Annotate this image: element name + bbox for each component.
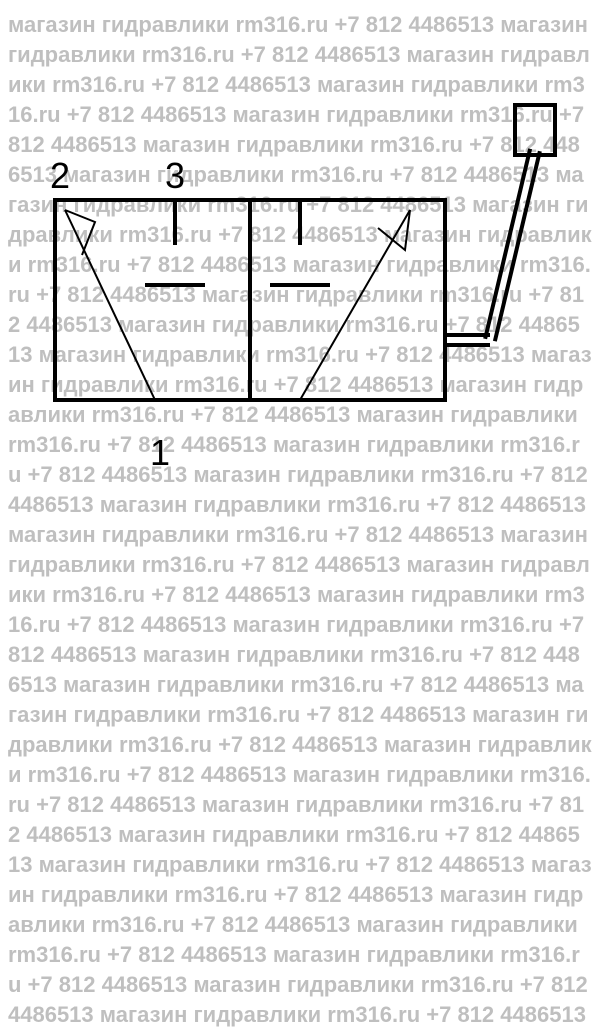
left-arrow-shaft (65, 210, 155, 400)
right-arrow-shaft (300, 210, 410, 400)
port-label-1: 1 (150, 432, 170, 474)
valve-schematic (0, 0, 600, 600)
lever-arm-right (485, 149, 530, 339)
right-arrow-head (378, 210, 410, 250)
lever-arm-left (495, 151, 540, 341)
left-arrow-head (65, 210, 95, 255)
port-label-2: 2 (50, 155, 70, 197)
lever-knob (515, 105, 555, 155)
port-label-3: 3 (165, 155, 185, 197)
